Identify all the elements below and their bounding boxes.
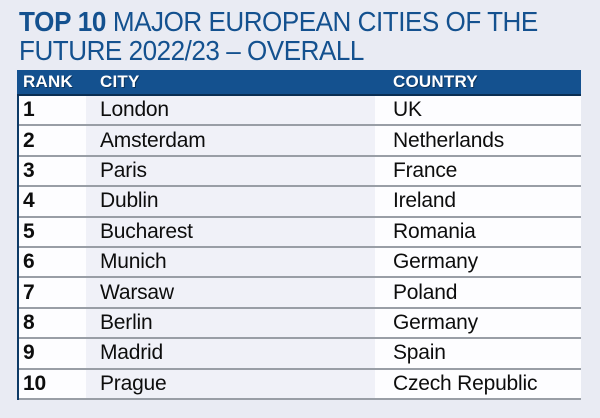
table-body: 1 London UK 2 Amsterdam Netherlands 3 Pa… <box>17 96 581 400</box>
table-row: 8 Berlin Germany <box>17 308 581 340</box>
rank-cell: 7 <box>17 278 86 307</box>
rank-cell: 2 <box>17 126 86 155</box>
rank-cell: 10 <box>17 369 86 398</box>
rank-cell: 4 <box>17 187 86 216</box>
country-cell: UK <box>375 96 581 125</box>
column-header-country: COUNTRY <box>393 72 478 91</box>
city-cell: Amsterdam <box>86 126 375 155</box>
country-cell: Poland <box>375 278 581 307</box>
city-cell: Dublin <box>86 187 375 216</box>
table-row: 1 London UK <box>17 96 581 127</box>
rank-cell: 9 <box>17 339 86 368</box>
country-cell: France <box>375 156 581 186</box>
table-row: 5 Bucharest Romania <box>17 217 581 248</box>
table-row: 10 Prague Czech Republic <box>17 369 581 400</box>
country-cell: Czech Republic <box>375 369 581 398</box>
title-line-2: FUTURE 2022/23 – OVERALL <box>19 35 364 66</box>
title-highlight: TOP 10 <box>19 6 107 37</box>
table-row: 9 Madrid Spain <box>17 339 581 370</box>
rank-cell: 6 <box>17 247 86 277</box>
country-cell: Ireland <box>375 187 581 216</box>
table-row: 3 Paris France <box>17 156 581 188</box>
page-title: TOP 10 MAJOR EUROPEAN CITIES OF THE FUTU… <box>19 7 538 65</box>
rankings-table: RANK CITY COUNTRY 1 London UK 2 Amsterda… <box>17 70 581 400</box>
city-cell: Bucharest <box>86 217 375 246</box>
city-cell: Warsaw <box>86 278 375 307</box>
rank-cell: 3 <box>17 156 86 186</box>
table-row: 7 Warsaw Poland <box>17 278 581 309</box>
rank-cell: 1 <box>17 96 86 125</box>
column-header-rank: RANK <box>23 72 73 91</box>
city-cell: Paris <box>86 156 375 186</box>
country-cell: Netherlands <box>375 126 581 155</box>
country-cell: Germany <box>375 308 581 338</box>
country-cell: Germany <box>375 247 581 277</box>
city-cell: Munich <box>86 247 375 277</box>
title-line-1-rest: MAJOR EUROPEAN CITIES OF THE <box>106 6 538 37</box>
column-header-city: CITY <box>100 72 140 91</box>
title-line-1: TOP 10 MAJOR EUROPEAN CITIES OF THE <box>19 7 538 36</box>
table-row: 4 Dublin Ireland <box>17 187 581 218</box>
country-cell: Romania <box>375 217 581 246</box>
table-row: 6 Munich Germany <box>17 247 581 279</box>
rank-cell: 5 <box>17 217 86 246</box>
city-cell: London <box>86 96 375 125</box>
country-cell: Spain <box>375 339 581 368</box>
table-header-row: RANK CITY COUNTRY <box>17 70 581 96</box>
rank-cell: 8 <box>17 308 86 338</box>
city-cell: Madrid <box>86 339 375 368</box>
table-row: 2 Amsterdam Netherlands <box>17 126 581 157</box>
city-cell: Prague <box>86 369 375 398</box>
city-cell: Berlin <box>86 308 375 338</box>
